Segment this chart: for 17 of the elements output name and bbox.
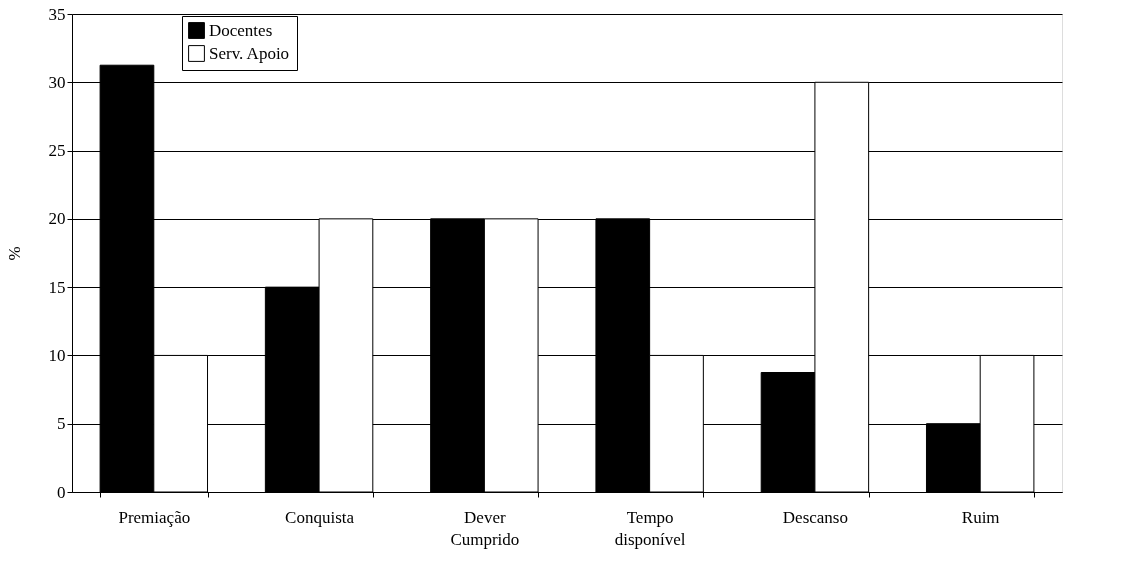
- y-tick-label: 15: [48, 277, 66, 297]
- y-tick-label: 10: [48, 345, 66, 365]
- y-tick-label: 20: [48, 209, 66, 229]
- x-tick-label: Tempo disponível: [614, 507, 686, 549]
- legend-label: Docentes: [209, 20, 273, 40]
- y-tick-label: 30: [48, 72, 66, 92]
- x-tick-label: Ruim: [961, 507, 1000, 527]
- x-tick-label: Dever Cumprido: [450, 507, 520, 549]
- y-tick-label: 0: [57, 482, 66, 502]
- x-tick-label: Descanso: [782, 507, 848, 527]
- y-tick-label: 25: [48, 141, 66, 161]
- x-tick-label: Premiação: [118, 507, 191, 527]
- y-tick-label: 35: [48, 4, 66, 24]
- x-tick-label: Conquista: [285, 507, 355, 527]
- y-tick-label: 5: [57, 414, 66, 434]
- y-axis-title: %: [4, 246, 24, 261]
- legend-label: Serv. Apoio: [209, 43, 290, 63]
